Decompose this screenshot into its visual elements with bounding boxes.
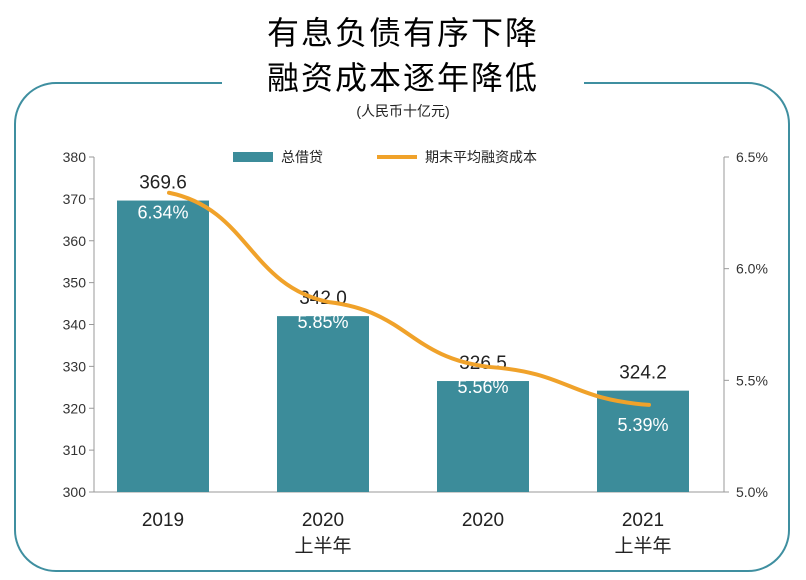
y-left-tick-label: 370: [63, 191, 87, 207]
line-value-label: 5.56%: [457, 377, 508, 397]
bar-value-label: 342.0: [299, 288, 347, 309]
unit-label: (人民币十亿元): [356, 103, 450, 119]
bar-value-label: 324.2: [619, 363, 667, 384]
legend-label-bar: 总借贷: [281, 149, 323, 165]
legend-label-line: 期末平均融资成本: [425, 149, 537, 165]
line-value-label: 5.85%: [297, 312, 348, 332]
bar-value-label: 369.6: [139, 173, 187, 194]
y-right-tick-label: 5.0%: [736, 484, 768, 500]
y-left-tick-label: 330: [63, 358, 87, 374]
bar: [437, 381, 529, 492]
y-left-tick-label: 380: [63, 149, 87, 165]
legend-swatch-bar: [233, 152, 273, 162]
chart-title-line1: 有息负债有序下降: [266, 15, 539, 51]
y-right-tick-label: 5.5%: [736, 372, 768, 388]
title-mask: [222, 70, 584, 104]
x-tick-label: 2021: [622, 510, 664, 531]
y-right-tick-label: 6.5%: [736, 149, 768, 165]
y-left-tick-label: 300: [63, 484, 87, 500]
y-right-tick-label: 6.0%: [736, 261, 768, 277]
line-value-label: 6.34%: [137, 203, 188, 223]
y-left-tick-label: 340: [63, 317, 87, 333]
x-tick-label: 2020: [462, 510, 504, 531]
x-tick-label: 上半年: [614, 535, 671, 557]
x-tick-label: 上半年: [294, 535, 351, 557]
y-left-tick-label: 350: [63, 275, 87, 291]
bar: [277, 316, 369, 492]
line-value-label: 5.39%: [617, 415, 668, 435]
x-tick-label: 2019: [142, 510, 184, 531]
bar: [117, 200, 209, 493]
y-left-tick-label: 320: [63, 400, 87, 416]
bar: [597, 390, 689, 492]
chart-title-line2: 融资成本逐年降低: [266, 60, 539, 96]
x-tick-label: 2020: [302, 510, 344, 531]
y-left-tick-label: 310: [63, 442, 87, 458]
y-left-tick-label: 360: [63, 233, 87, 249]
series-line: [167, 190, 651, 407]
